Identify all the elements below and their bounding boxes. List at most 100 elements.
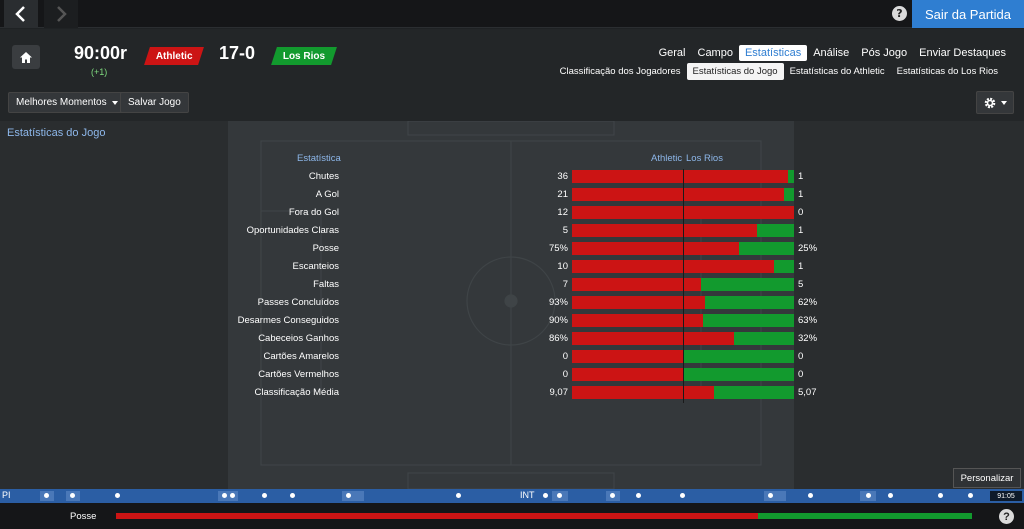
back-button[interactable] [4, 0, 38, 28]
main-tabs: Geral Campo Estatísticas Análise Pós Jog… [653, 45, 1012, 61]
event-marker[interactable] [115, 493, 120, 498]
tab-campo[interactable]: Campo [697, 47, 733, 59]
event-marker[interactable] [680, 493, 685, 498]
help-icon[interactable]: ? [892, 6, 907, 21]
stat-home-value: 36 [557, 171, 568, 182]
match-header: 90:00r (+1) Athletic 17-0 Los Rios Geral… [0, 29, 1024, 85]
stat-label: A Gol [315, 189, 339, 200]
tab-pos-jogo[interactable]: Pós Jogo [861, 47, 908, 59]
home-button[interactable] [12, 45, 40, 69]
stat-home-value: 10 [557, 261, 568, 272]
stat-label: Cartões Vermelhos [258, 369, 339, 380]
stat-label: Classificação Média [254, 387, 339, 398]
event-marker[interactable] [262, 493, 267, 498]
event-marker[interactable] [888, 493, 893, 498]
subtab-home-stats[interactable]: Estatísticas do Athletic [789, 66, 885, 77]
event-marker[interactable] [70, 493, 75, 498]
home-share-fill [572, 170, 788, 183]
stat-home-value: 0 [562, 351, 568, 362]
highlights-dropdown[interactable]: Melhores Momentos [8, 92, 127, 113]
stat-label: Passes Concluídos [257, 297, 339, 308]
stat-row: Escanteios 10 1 [0, 258, 1024, 276]
event-marker[interactable] [768, 493, 773, 498]
stat-row: Classificação Média 9,07 5,07 [0, 384, 1024, 402]
stat-away-value: 1 [798, 225, 804, 236]
stat-comparison-bar [572, 242, 794, 255]
event-marker[interactable] [456, 493, 461, 498]
stat-home-value: 9,07 [549, 387, 569, 398]
home-team-name: Athletic [155, 50, 193, 62]
stat-label: Escanteios [292, 261, 339, 272]
stat-home-value: 12 [557, 207, 568, 218]
away-share-fill [756, 224, 794, 237]
stat-comparison-bar [572, 332, 794, 345]
home-share-fill [572, 278, 702, 291]
event-marker[interactable] [346, 493, 351, 498]
exit-match-button[interactable]: Sair da Partida [912, 0, 1024, 28]
personalize-button[interactable]: Personalizar [953, 468, 1021, 488]
home-team-badge[interactable]: Athletic [144, 47, 204, 65]
stat-comparison-bar [572, 278, 794, 291]
stat-away-value: 63% [798, 315, 818, 326]
event-marker[interactable] [290, 493, 295, 498]
footer-bar: Posse ? [0, 503, 1024, 529]
possession-label: Posse [70, 511, 97, 522]
section-title: Estatísticas do Jogo [7, 127, 106, 139]
stat-row: Faltas 7 5 [0, 276, 1024, 294]
home-column-header: Athletic [651, 153, 683, 164]
possession-away-fill [758, 513, 972, 519]
home-share-fill [572, 386, 715, 399]
stat-label: Chutes [308, 171, 339, 182]
chevron-left-icon [15, 6, 25, 22]
timeline-current-time: 91:05 [990, 491, 1022, 501]
event-marker[interactable] [968, 493, 973, 498]
event-marker[interactable] [222, 493, 227, 498]
highlights-label: Melhores Momentos [16, 97, 107, 108]
forward-button[interactable] [44, 0, 78, 28]
caret-down-icon [111, 100, 118, 105]
stat-label: Cartões Amarelos [263, 351, 339, 362]
event-marker[interactable] [636, 493, 641, 498]
home-icon [20, 51, 32, 63]
event-marker[interactable] [808, 493, 813, 498]
stat-away-value: 0 [798, 207, 804, 218]
settings-dropdown[interactable] [976, 91, 1014, 114]
away-share-fill [683, 350, 794, 363]
event-marker[interactable] [230, 493, 235, 498]
stat-comparison-bar [572, 386, 794, 399]
tab-analise[interactable]: Análise [813, 47, 850, 59]
subtab-player-ratings[interactable]: Classificação dos Jogadores [559, 66, 681, 77]
stat-comparison-bar [572, 224, 794, 237]
stat-row: Fora do Gol 12 0 [0, 204, 1024, 222]
stat-row: Desarmes Conseguidos 90% 63% [0, 312, 1024, 330]
away-share-fill [705, 296, 794, 309]
stat-row: Passes Concluídos 93% 62% [0, 294, 1024, 312]
help-icon[interactable]: ? [999, 509, 1014, 524]
stat-row: Cartões Amarelos 0 0 [0, 348, 1024, 366]
timeline-start-label: PI [2, 490, 11, 500]
tab-estatisticas[interactable]: Estatísticas [738, 45, 808, 61]
home-share-fill [572, 260, 774, 273]
away-share-fill [701, 278, 794, 291]
away-share-fill [702, 314, 794, 327]
subtab-match-stats[interactable]: Estatísticas do Jogo [686, 63, 784, 80]
possession-home-fill [116, 513, 758, 519]
event-marker[interactable] [938, 493, 943, 498]
tab-enviar-destaques[interactable]: Enviar Destaques [919, 47, 1006, 59]
stat-away-value: 0 [798, 369, 804, 380]
tab-geral[interactable]: Geral [658, 47, 686, 59]
away-team-badge[interactable]: Los Rios [271, 47, 337, 65]
match-timeline[interactable]: PI INT 91:05 [0, 489, 1024, 503]
stat-label: Faltas [313, 279, 339, 290]
subtab-away-stats[interactable]: Estatísticas do Los Rios [896, 66, 998, 77]
event-marker[interactable] [866, 493, 871, 498]
event-marker[interactable] [610, 493, 615, 498]
stat-row: Chutes 36 1 [0, 168, 1024, 186]
save-match-button[interactable]: Salvar Jogo [120, 92, 189, 113]
stat-row: Cabeceios Ganhos 86% 32% [0, 330, 1024, 348]
stat-home-value: 75% [548, 243, 568, 254]
event-marker[interactable] [557, 493, 562, 498]
event-marker[interactable] [44, 493, 49, 498]
home-share-fill [572, 242, 739, 255]
event-marker[interactable] [543, 493, 548, 498]
